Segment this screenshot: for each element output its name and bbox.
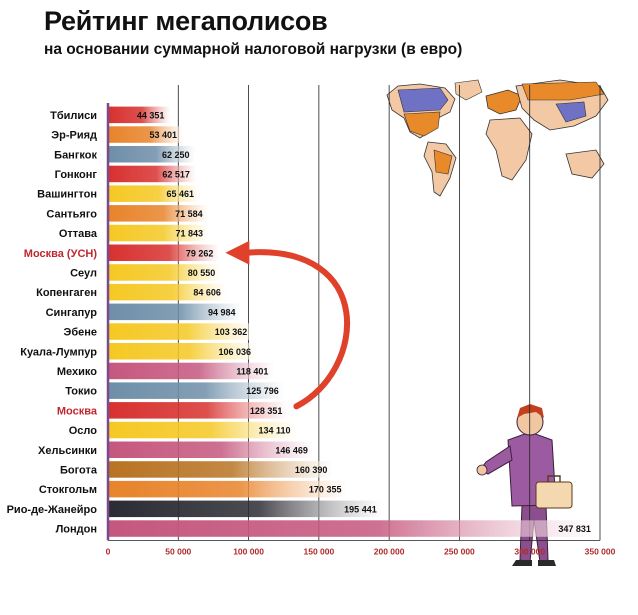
category-label: Богота <box>60 464 98 476</box>
bar <box>108 165 196 183</box>
category-label: Тбилиси <box>50 110 97 122</box>
bar-value-label: 347 831 <box>558 524 591 534</box>
bar-value-label: 106 036 <box>219 347 252 357</box>
comparison-arrow <box>242 249 350 410</box>
bar <box>108 264 222 281</box>
bar-value-label: 65 461 <box>166 189 194 199</box>
man-shoe-right <box>538 560 556 566</box>
bar <box>108 500 383 518</box>
category-label: Вашингтон <box>37 189 97 201</box>
man-briefcase <box>535 481 573 509</box>
x-tick-label: 200 000 <box>374 546 405 556</box>
category-label: Мехико <box>57 366 97 378</box>
category-label: Гонконг <box>55 169 98 181</box>
bar <box>108 343 258 360</box>
bar-value-label: 44 351 <box>137 110 165 120</box>
x-tick-label: 100 000 <box>233 546 264 556</box>
bar-value-label: 146 469 <box>275 445 308 455</box>
map-china <box>555 101 587 123</box>
bar <box>108 520 597 537</box>
map-canada <box>397 87 449 113</box>
map-africa <box>485 117 533 181</box>
bar <box>108 244 220 261</box>
bar-value-label: 53 401 <box>150 130 178 140</box>
category-label: Оттава <box>59 228 98 240</box>
bar-value-label: 62 250 <box>162 150 190 160</box>
bar-value-label: 118 401 <box>236 366 268 376</box>
map-brazil <box>433 149 453 175</box>
category-label: Москва <box>57 405 98 417</box>
man-briefcase-handle <box>547 475 561 482</box>
bar <box>108 185 201 202</box>
bar <box>108 224 209 242</box>
x-tick-label: 250 000 <box>444 546 475 556</box>
map-russia <box>521 81 605 101</box>
map-europe <box>485 89 523 115</box>
bar-value-label: 128 351 <box>250 406 283 416</box>
bar-value-label: 195 441 <box>344 504 377 514</box>
category-label: Эр-Рияд <box>51 130 97 142</box>
bar <box>108 362 275 380</box>
category-label: Сантьяго <box>46 208 97 220</box>
bar <box>108 205 209 222</box>
man-hair <box>517 404 544 418</box>
category-label: Куала-Лумпур <box>20 346 97 358</box>
category-label: Бангкок <box>54 149 97 161</box>
bar-value-label: 170 355 <box>309 485 342 495</box>
category-label: Осло <box>69 425 98 437</box>
category-label: Копенгаген <box>36 287 97 299</box>
bar <box>108 323 254 340</box>
category-label: Рио-де-Жанейро <box>7 504 98 516</box>
category-label: Москва (УСН) <box>24 248 98 260</box>
bar <box>108 146 196 163</box>
world-map-illustration <box>386 79 609 197</box>
bar-value-label: 84 606 <box>193 288 221 298</box>
bar <box>108 126 184 143</box>
map-usa <box>403 111 441 137</box>
bar-value-label: 125 796 <box>246 386 279 396</box>
bar <box>108 283 227 301</box>
bar <box>108 382 285 399</box>
x-tick-label: 150 000 <box>303 546 334 556</box>
man-shoe-left <box>512 560 532 566</box>
bar-value-label: 71 843 <box>175 229 203 239</box>
x-tick-label: 0 <box>106 546 111 556</box>
comparison-arrow-head <box>225 240 250 265</box>
category-label: Эбене <box>64 327 98 339</box>
map-australia <box>565 149 605 179</box>
bar-value-label: 160 390 <box>295 465 328 475</box>
bar-value-label: 80 550 <box>188 268 216 278</box>
category-label: Стокгольм <box>39 484 97 496</box>
category-label: Сеул <box>70 267 97 279</box>
bar <box>108 441 314 458</box>
bar-value-label: 94 984 <box>208 307 236 317</box>
map-greenland <box>454 79 483 101</box>
x-tick-label: 300 000 <box>514 546 545 556</box>
bar <box>108 402 289 419</box>
bar <box>108 480 348 498</box>
man-hand <box>476 464 488 476</box>
x-tick-label: 50 000 <box>165 546 191 556</box>
bar-value-label: 79 262 <box>186 248 214 258</box>
bar-value-label: 134 110 <box>258 426 290 436</box>
category-label: Лондон <box>56 524 97 536</box>
chart-subtitle: на основании суммарной налоговой нагрузк… <box>44 41 463 58</box>
bar <box>108 421 297 439</box>
category-label: Хельсинки <box>38 445 97 457</box>
category-label: Сингапур <box>46 307 98 319</box>
bar <box>108 106 171 124</box>
chart-title: Рейтинг мегаполисов <box>44 6 328 36</box>
bar <box>108 461 334 478</box>
bar-value-label: 103 362 <box>215 327 248 337</box>
x-tick-label: 350 000 <box>585 546 616 556</box>
businessman-illustration <box>476 404 573 566</box>
bar-value-label: 71 584 <box>175 209 203 219</box>
category-label: Токио <box>65 386 97 398</box>
bar <box>108 303 242 321</box>
bar-value-label: 62 517 <box>162 169 190 179</box>
